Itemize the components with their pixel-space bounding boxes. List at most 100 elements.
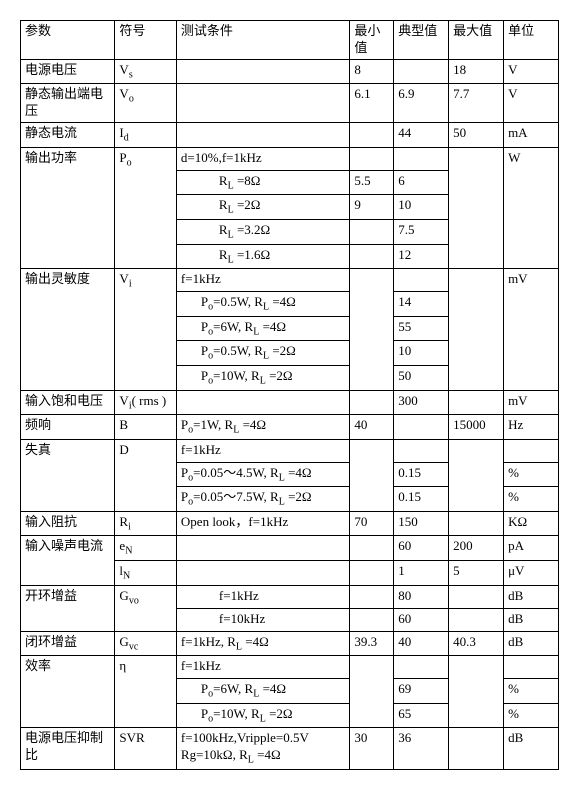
cell-unit: dB — [504, 728, 559, 769]
cell-min: 9 — [350, 195, 394, 220]
cell-typ: 44 — [394, 123, 449, 148]
cell-typ — [394, 147, 449, 170]
table-row: 闭环增益Gvcf=1kHz, RL =4Ω39.34040.3dB — [21, 631, 559, 656]
cell-condition: Po=0.05～7.5W, RL =2Ω — [176, 487, 349, 512]
cell-typ — [394, 415, 449, 440]
cell-max: 50 — [449, 123, 504, 148]
cell-unit: mA — [504, 123, 559, 148]
cell-min — [350, 269, 394, 390]
cell-min — [350, 608, 394, 631]
cell-condition — [176, 390, 349, 415]
cell-condition: Po=6W, RL =4Ω — [176, 316, 349, 341]
table-row: 输出功率Pod=10%,f=1kHzW — [21, 147, 559, 170]
cell-condition: f=100kHz,Vripple=0.5V Rg=10kΩ, RL =4Ω — [176, 728, 349, 769]
cell-typ: 10 — [394, 195, 449, 220]
cell-min — [350, 561, 394, 586]
cell-symbol: Gvc — [115, 631, 176, 656]
header-min: 最小值 — [350, 21, 394, 60]
header-condition: 测试条件 — [176, 21, 349, 60]
cell-symbol: Vs — [115, 59, 176, 84]
cell-condition: Open look，f=1kHz — [176, 511, 349, 536]
cell-param: 效率 — [21, 656, 115, 728]
cell-symbol: eN — [115, 536, 176, 561]
table-row: 失真Df=1kHz — [21, 439, 559, 462]
cell-min: 70 — [350, 511, 394, 536]
cell-symbol: lN — [115, 561, 176, 586]
cell-typ — [394, 59, 449, 84]
cell-unit — [504, 439, 559, 462]
cell-max: 40.3 — [449, 631, 504, 656]
cell-min: 30 — [350, 728, 394, 769]
cell-symbol: Vi — [115, 269, 176, 390]
cell-typ: 60 — [394, 536, 449, 561]
cell-min — [350, 585, 394, 608]
cell-typ: 55 — [394, 316, 449, 341]
table-row: 静态输出端电压Vo6.16.97.7V — [21, 84, 559, 123]
cell-unit: Hz — [504, 415, 559, 440]
cell-min: 6.1 — [350, 84, 394, 123]
cell-param: 电源电压 — [21, 59, 115, 84]
cell-param: 静态输出端电压 — [21, 84, 115, 123]
cell-symbol: Gvo — [115, 585, 176, 631]
cell-max: 5 — [449, 561, 504, 586]
cell-typ: 14 — [394, 292, 449, 317]
cell-min: 39.3 — [350, 631, 394, 656]
cell-typ: 60 — [394, 608, 449, 631]
cell-unit: mV — [504, 269, 559, 390]
cell-unit: mV — [504, 390, 559, 415]
table-row: 效率ηf=1kHz — [21, 656, 559, 679]
cell-param: 静态电流 — [21, 123, 115, 148]
cell-condition: Po=0.5W, RL =4Ω — [176, 292, 349, 317]
cell-param: 开环增益 — [21, 585, 115, 631]
cell-condition — [176, 59, 349, 84]
cell-condition: Po=10W, RL =2Ω — [176, 365, 349, 390]
cell-param: 电源电压抑制比 — [21, 728, 115, 769]
cell-min — [350, 536, 394, 561]
cell-symbol: η — [115, 656, 176, 728]
cell-symbol: Ri — [115, 511, 176, 536]
cell-typ: 6.9 — [394, 84, 449, 123]
cell-typ: 0.15 — [394, 462, 449, 487]
cell-unit: W — [504, 147, 559, 268]
cell-unit: V — [504, 84, 559, 123]
table-row: 开环增益Gvof=1kHz80dB — [21, 585, 559, 608]
table-row: 电源电压Vs818V — [21, 59, 559, 84]
cell-typ — [394, 439, 449, 462]
cell-condition: Po=6W, RL =4Ω — [176, 679, 349, 704]
cell-condition: Po=0.05～4.5W, RL =4Ω — [176, 462, 349, 487]
cell-max — [449, 439, 504, 511]
cell-unit: V — [504, 59, 559, 84]
table-row: 静态电流Id 4450mA — [21, 123, 559, 148]
cell-typ: 10 — [394, 341, 449, 366]
cell-min: 40 — [350, 415, 394, 440]
cell-param: 输入噪声电流 — [21, 536, 115, 585]
cell-condition: d=10%,f=1kHz — [176, 147, 349, 170]
table-row: 输出灵敏度Vif=1kHzmV — [21, 269, 559, 292]
cell-symbol: B — [115, 415, 176, 440]
cell-condition — [176, 561, 349, 586]
cell-condition: Po=1W, RL =4Ω — [176, 415, 349, 440]
cell-max — [449, 390, 504, 415]
cell-max — [449, 511, 504, 536]
cell-typ: 40 — [394, 631, 449, 656]
cell-condition: Po=10W, RL =2Ω — [176, 703, 349, 728]
cell-unit: % — [504, 679, 559, 704]
cell-min — [350, 244, 394, 269]
header-max: 最大值 — [449, 21, 504, 60]
cell-unit: KΩ — [504, 511, 559, 536]
cell-condition: RL =3.2Ω — [176, 219, 349, 244]
cell-symbol: D — [115, 439, 176, 511]
cell-min — [350, 219, 394, 244]
table-row: 输入阻抗RiOpen look，f=1kHz70150KΩ — [21, 511, 559, 536]
cell-param: 输出功率 — [21, 147, 115, 268]
cell-unit: dB — [504, 631, 559, 656]
cell-max — [449, 656, 504, 728]
cell-max: 18 — [449, 59, 504, 84]
cell-condition: f=1kHz, RL =4Ω — [176, 631, 349, 656]
cell-symbol: Id — [115, 123, 176, 148]
cell-symbol: SVR — [115, 728, 176, 769]
cell-unit — [504, 656, 559, 679]
cell-max — [449, 585, 504, 608]
cell-condition: f=1kHz — [176, 269, 349, 292]
cell-condition: f=1kHz — [176, 585, 349, 608]
